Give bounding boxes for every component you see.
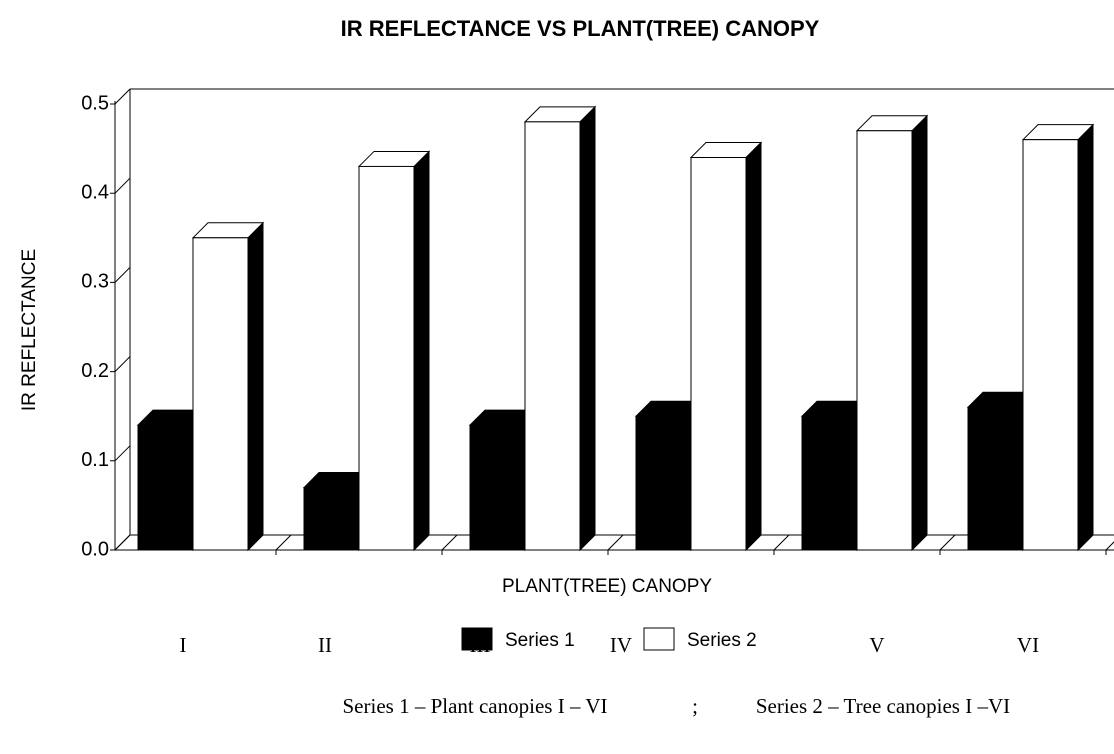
bar-side xyxy=(745,141,762,552)
x-tick xyxy=(607,534,624,555)
bar xyxy=(856,130,913,551)
y-axis-label: IR REFLECTANCE xyxy=(19,249,40,411)
note: Series 2 – Tree canopies I –VI xyxy=(756,694,1010,718)
note: ; xyxy=(692,694,698,718)
bar xyxy=(967,406,1024,551)
bar-side xyxy=(911,114,928,552)
bar xyxy=(192,237,249,551)
bar xyxy=(1022,139,1079,551)
y-tick-label: 0.3 xyxy=(81,271,109,293)
x-tick xyxy=(939,534,956,555)
legend-label: Series 1 xyxy=(505,630,575,651)
bar xyxy=(358,165,415,551)
bar-side xyxy=(579,105,596,552)
x-tick xyxy=(1105,541,1114,555)
bar xyxy=(469,424,526,551)
y-tick xyxy=(110,267,131,283)
y-tick xyxy=(110,88,131,105)
chart-title: IR REFLECTANCE VS PLANT(TREE) CANOPY xyxy=(341,16,820,41)
x-tick xyxy=(773,534,790,555)
x-tick-label: V xyxy=(869,633,884,657)
x-tick-label: II xyxy=(318,633,332,657)
y-tick xyxy=(110,356,131,373)
y-tick xyxy=(110,445,131,462)
y-tick-label: 0.5 xyxy=(81,92,109,114)
y-tick-label: 0.0 xyxy=(81,538,109,560)
y-tick xyxy=(110,534,131,551)
bar-side xyxy=(247,221,264,552)
y-tick-label: 0.1 xyxy=(81,449,109,471)
plot-frame xyxy=(129,89,1114,536)
y-tick xyxy=(110,177,131,194)
bar xyxy=(137,424,194,551)
y-tick-label: 0.2 xyxy=(81,360,109,382)
x-tick-label: VI xyxy=(1017,633,1039,657)
note: Series 1 – Plant canopies I – VI xyxy=(343,694,608,718)
x-tick xyxy=(441,534,458,555)
legend-swatch xyxy=(461,627,493,651)
y-tick-label: 0.4 xyxy=(81,181,109,203)
bar xyxy=(801,415,858,551)
bar xyxy=(635,415,692,551)
bar xyxy=(690,157,747,551)
legend-swatch xyxy=(643,627,675,651)
x-axis-label: PLANT(TREE) CANOPY xyxy=(502,576,712,597)
legend-label: Series 2 xyxy=(687,630,757,651)
bar-side xyxy=(413,150,430,552)
bar xyxy=(303,487,360,551)
x-tick-label: I xyxy=(180,633,187,657)
bar-side xyxy=(1077,123,1094,552)
bar xyxy=(524,121,581,551)
x-tick xyxy=(275,534,292,555)
x-tick-label: IV xyxy=(610,633,632,657)
